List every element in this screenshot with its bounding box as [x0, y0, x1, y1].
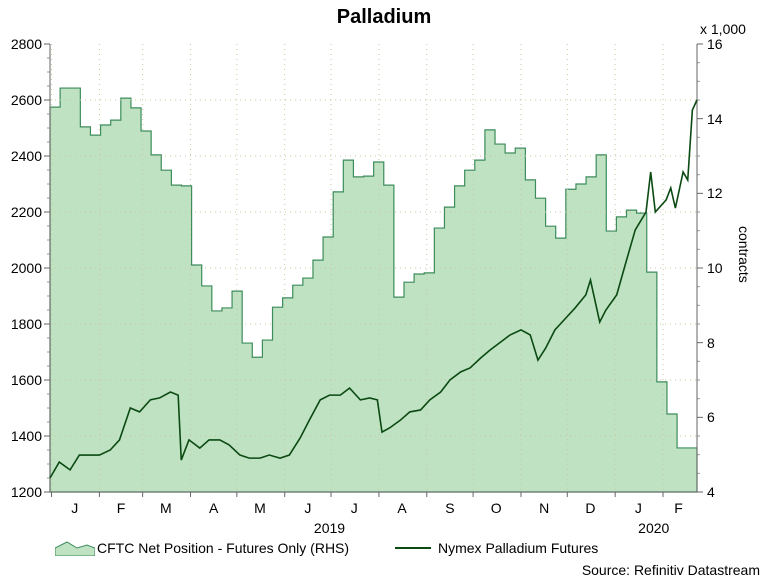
legend-area-swatch: [55, 541, 95, 556]
right-tick-label: 14: [707, 110, 723, 127]
x-tick-label: M: [254, 500, 266, 516]
cftc-net-position-area: [49, 87, 698, 493]
left-tick-label: 2800: [10, 36, 42, 52]
nymex-palladium-line: [49, 99, 698, 479]
x-tick-label: J: [71, 500, 79, 516]
left-tick-label: 1400: [10, 428, 42, 444]
left-tick-label: 1800: [10, 316, 42, 332]
left-tick-label: 2200: [10, 204, 42, 220]
right-tick-label: 8: [707, 334, 715, 351]
right-tick-label: 10: [707, 260, 723, 276]
x-tick-label: F: [674, 500, 683, 516]
x-tick-label: N: [539, 500, 550, 516]
right-tick-label: 4: [707, 484, 715, 500]
x-tick-label: M: [159, 500, 172, 516]
chart-title: Palladium: [336, 6, 432, 28]
x-tick-label: D: [585, 500, 596, 516]
left-tick-label: 1200: [10, 484, 42, 500]
legend-label-nymex: Nymex Palladium Futures: [438, 540, 599, 556]
year-label: 2020: [638, 520, 670, 536]
right-tick-label: 12: [707, 185, 723, 202]
right-axis-label-text: contracts: [736, 226, 752, 283]
x-tick-label: J: [350, 500, 358, 516]
source-note: Source: Refinitiv Datastream: [581, 562, 760, 577]
right-tick-label: 6: [707, 409, 715, 426]
x-tick-label: O: [490, 500, 502, 516]
x-tick-label: J: [634, 500, 642, 516]
x-tick-label: J: [304, 500, 312, 516]
x-tick-label: F: [116, 500, 126, 516]
x-tick-label: S: [445, 500, 455, 516]
left-tick-label: 2000: [10, 260, 42, 276]
x-tick-label: A: [209, 500, 219, 516]
left-tick-label: 2400: [10, 148, 42, 164]
right-tick-label: 16: [707, 36, 723, 52]
right-axis-multiplier: x 1,000: [700, 21, 746, 37]
left-tick-label: 2600: [10, 92, 42, 108]
legend-label-cftc: CFTC Net Position - Futures Only (RHS): [97, 540, 350, 556]
left-tick-label: 1600: [10, 372, 42, 388]
x-tick-label: A: [397, 500, 407, 516]
year-label: 2019: [313, 520, 346, 536]
legend-line-swatch: [395, 547, 431, 549]
